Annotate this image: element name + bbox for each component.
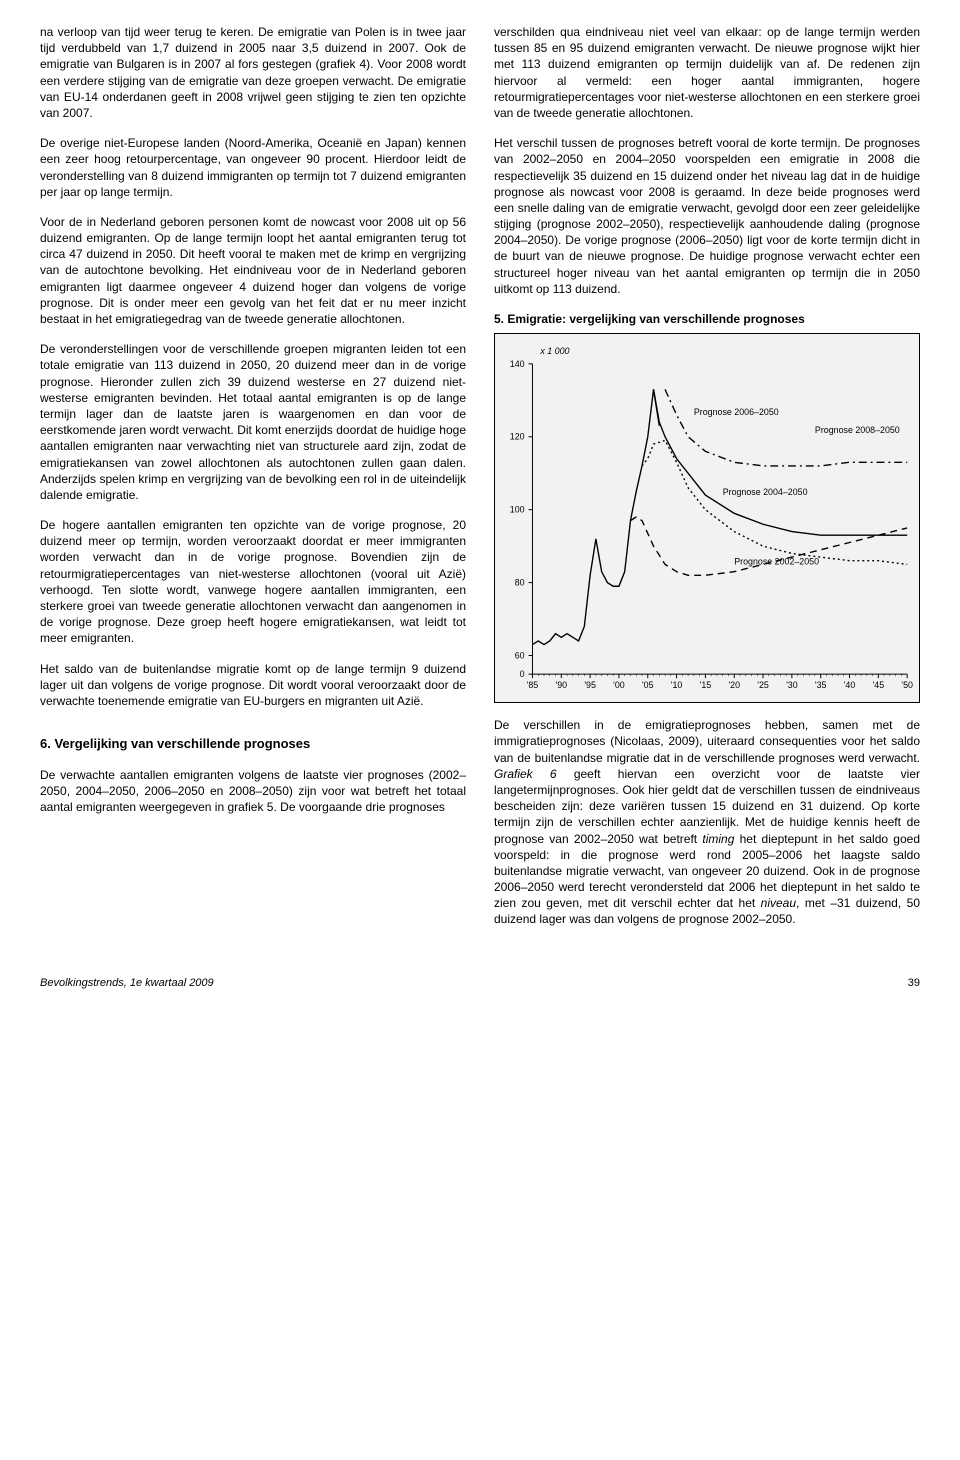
- svg-text:'40: '40: [844, 680, 856, 690]
- svg-text:100: 100: [510, 505, 525, 515]
- left-column: na verloop van tijd weer terug te keren.…: [40, 24, 466, 942]
- svg-text:80: 80: [515, 578, 525, 588]
- svg-text:x 1 000: x 1 000: [539, 346, 569, 356]
- text: De verschillen in de emigratieprognoses …: [494, 718, 920, 764]
- paragraph: na verloop van tijd weer terug te keren.…: [40, 24, 466, 121]
- chart-title: 5. Emigratie: vergelijking van verschill…: [494, 311, 920, 327]
- svg-text:'90: '90: [556, 680, 568, 690]
- footer-left: Bevolkingstrends, 1e kwartaal 2009: [40, 976, 214, 991]
- svg-text:Prognose 2004–2050: Prognose 2004–2050: [723, 487, 808, 497]
- svg-text:'00: '00: [613, 680, 625, 690]
- svg-text:'45: '45: [873, 680, 885, 690]
- page-number: 39: [908, 976, 920, 991]
- svg-text:'05: '05: [642, 680, 654, 690]
- svg-text:'35: '35: [815, 680, 827, 690]
- paragraph: De hogere aantallen emigranten ten opzic…: [40, 517, 466, 647]
- svg-text:Prognose 2008–2050: Prognose 2008–2050: [815, 425, 900, 435]
- italic-text: timing: [702, 832, 734, 846]
- section-heading: 6. Vergelijking van verschillende progno…: [40, 735, 466, 753]
- paragraph: De overige niet-Europese landen (Noord-A…: [40, 135, 466, 200]
- right-column: verschilden qua eindniveau niet veel van…: [494, 24, 920, 942]
- svg-text:'50: '50: [901, 680, 913, 690]
- svg-text:'30: '30: [786, 680, 798, 690]
- paragraph: verschilden qua eindniveau niet veel van…: [494, 24, 920, 121]
- svg-text:120: 120: [510, 432, 525, 442]
- svg-text:'20: '20: [728, 680, 740, 690]
- svg-text:'25: '25: [757, 680, 769, 690]
- svg-text:'85: '85: [527, 680, 539, 690]
- svg-text:Prognose 2006–2050: Prognose 2006–2050: [694, 407, 779, 417]
- paragraph: Het saldo van de buitenlandse migratie k…: [40, 661, 466, 710]
- svg-text:Prognose 2002–2050: Prognose 2002–2050: [734, 557, 819, 567]
- paragraph: De veronderstellingen voor de verschille…: [40, 341, 466, 503]
- paragraph: Voor de in Nederland geboren personen ko…: [40, 214, 466, 327]
- page-footer: Bevolkingstrends, 1e kwartaal 2009 39: [40, 976, 920, 991]
- svg-text:'95: '95: [584, 680, 596, 690]
- chart-emigration-prognoses: x 1 000 0 60 80 100 120 140 '85 '90 '95 '00 '05 '10 '…: [494, 333, 920, 703]
- paragraph: De verschillen in de emigratieprognoses …: [494, 717, 920, 927]
- svg-text:140: 140: [510, 359, 525, 369]
- paragraph: Het verschil tussen de prognoses betreft…: [494, 135, 920, 297]
- italic-text: niveau: [761, 896, 796, 910]
- italic-text: Grafiek 6: [494, 767, 557, 781]
- svg-text:60: 60: [515, 651, 525, 661]
- svg-text:'15: '15: [700, 680, 712, 690]
- svg-text:'10: '10: [671, 680, 683, 690]
- svg-text:0: 0: [520, 669, 525, 679]
- paragraph: De verwachte aantallen emigranten volgen…: [40, 767, 466, 816]
